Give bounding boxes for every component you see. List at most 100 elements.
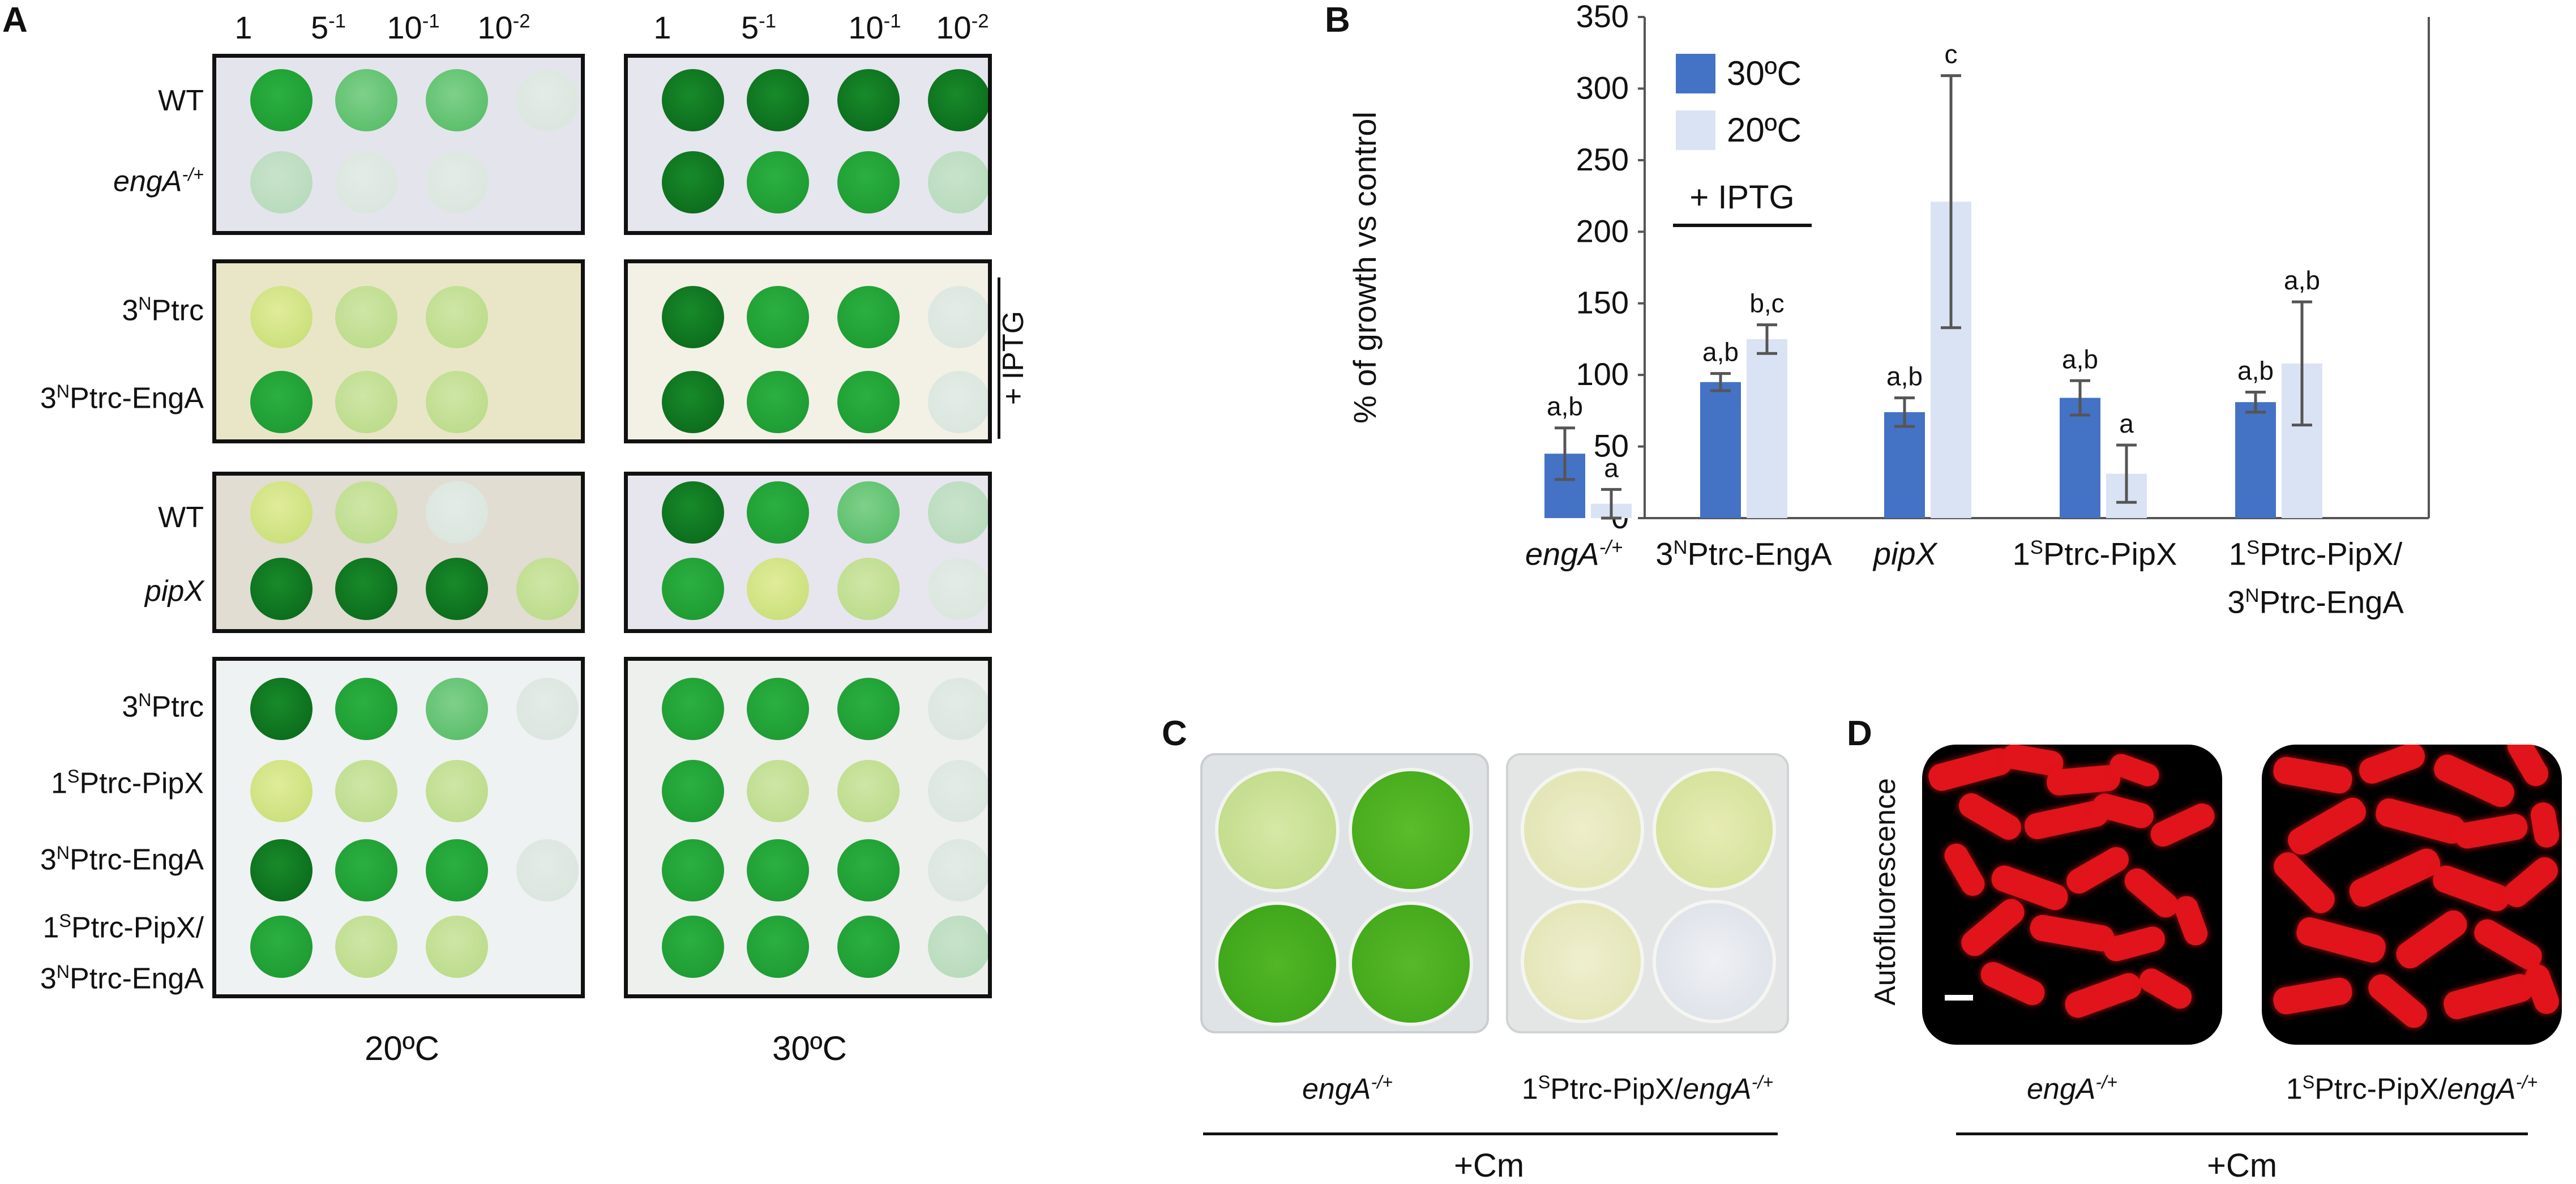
bar-30c [2235,402,2276,518]
colony-spot [335,286,397,348]
colony-spot [426,371,488,433]
colony-spot [928,760,988,822]
colony-spot [335,916,397,978]
bacterial-cell [2146,799,2219,851]
dilution-header: 10-1 [387,10,440,45]
colony-spot [747,151,809,213]
bacterial-cell [1954,788,2026,845]
colony-spot [250,371,313,433]
bacterial-cell [2498,852,2562,912]
panel-c-treatment-line [1203,1132,1778,1135]
colony-spot [426,760,488,822]
scale-bar [1945,995,1973,1001]
plate-ptrc-30c [624,259,992,443]
group-label-combo-line2: 3NPtrc-EngA [2227,584,2404,620]
colony-spot [250,916,313,978]
panel-d-treatment-line [1956,1132,2528,1135]
colony-spot [662,286,724,348]
bacterial-cell [2345,844,2445,911]
legend-label: 30ºC [1727,54,1802,92]
colony-spot [928,839,988,901]
colony-spot [426,286,488,348]
chart-iptg-label: + IPTG [1689,179,1794,216]
colony-spot [837,371,900,433]
colony-spot [928,286,988,348]
y-tick-label: 150 [1576,285,1629,320]
bar-30c [2060,397,2100,518]
well [1653,768,1776,891]
colony-spot [747,558,809,620]
colony-spot [662,916,724,978]
panel-d-ylabel: Autofluorescence [1869,778,1902,1006]
colony-spot [928,151,988,213]
bacterial-cell [2355,745,2429,788]
group-label-enga: engA-/+ [1525,536,1623,572]
colony-spot [250,286,313,348]
growth-chart: 050100150200250300350% of growth vs cont… [1302,0,2576,623]
bacterial-cell [2391,905,2472,973]
bacterial-cell [2373,796,2468,847]
temp-label-30c: 30ºC [772,1029,847,1067]
colony-spot [928,481,988,544]
colony-spot [837,151,900,213]
well [1215,768,1340,892]
colony-spot [747,760,809,822]
colony-spot [837,760,900,822]
colony-spot [928,69,988,131]
significance-label: a [2119,409,2134,438]
group-label-1sptrc-pipx: 1SPtrc-PipX [2012,536,2177,572]
colony-spot [928,558,988,620]
colony-spot [747,839,809,901]
colony-spot [426,678,488,740]
y-tick-label: 200 [1576,213,1629,249]
row-label-3nptrc: 3NPtrc [122,293,204,327]
colony-spot [928,916,988,978]
plate-combo-30c [624,657,992,998]
bacterial-cell [2271,976,2355,1016]
plate-wt-enga-20c [212,54,585,235]
bacterial-cell [2429,750,2519,811]
colony-spot [662,151,724,213]
colony-spot [516,678,579,740]
group-label-combo-line1: 1SPtrc-PipX/ [2228,536,2403,572]
bacterial-cell [2028,913,2116,954]
bacterial-cell [1956,894,2030,961]
y-tick-label: 250 [1576,142,1629,177]
colony-spot [837,678,900,740]
dilution-header: 5-1 [741,10,777,45]
bacterial-cell [2528,800,2561,850]
colony-spot [662,678,724,740]
colony-spot [250,839,313,901]
y-tick-label: 350 [1576,0,1629,34]
colony-spot [250,151,313,213]
colony-spot [335,69,397,131]
bacterial-cell [2062,842,2133,899]
row-label-3nptrc-2: 3NPtrc [122,690,204,724]
bacterial-cell [2283,793,2370,860]
colony-spot [426,916,488,978]
bacterial-cell [1940,839,1989,900]
y-tick-label: 100 [1576,356,1629,392]
colony-spot [426,69,488,131]
colony-spot [516,69,579,131]
bacterial-cell [2061,969,2145,1021]
well [1349,768,1473,892]
panel-c-treatment: +Cm [1453,1147,1525,1184]
legend-label: 20ºC [1727,111,1802,149]
colony-spot [335,371,397,433]
colony-spot [837,916,900,978]
micrograph-enga [1922,745,2222,1045]
colony-spot [747,481,809,544]
significance-label: a,b [2237,356,2274,385]
colony-spot [837,481,900,544]
bacterial-cell [2452,812,2530,850]
plate-wt-enga-30c [624,54,992,235]
panel-d-letter: D [1847,714,1872,753]
bacterial-cell [2171,892,2211,949]
plate-combo-20c [212,657,585,998]
colony-spot [837,839,900,901]
colony-spot [928,371,988,433]
y-tick-label: 300 [1576,70,1629,105]
dilution-header: 10-1 [848,10,901,45]
significance-label: c [1945,40,1958,69]
